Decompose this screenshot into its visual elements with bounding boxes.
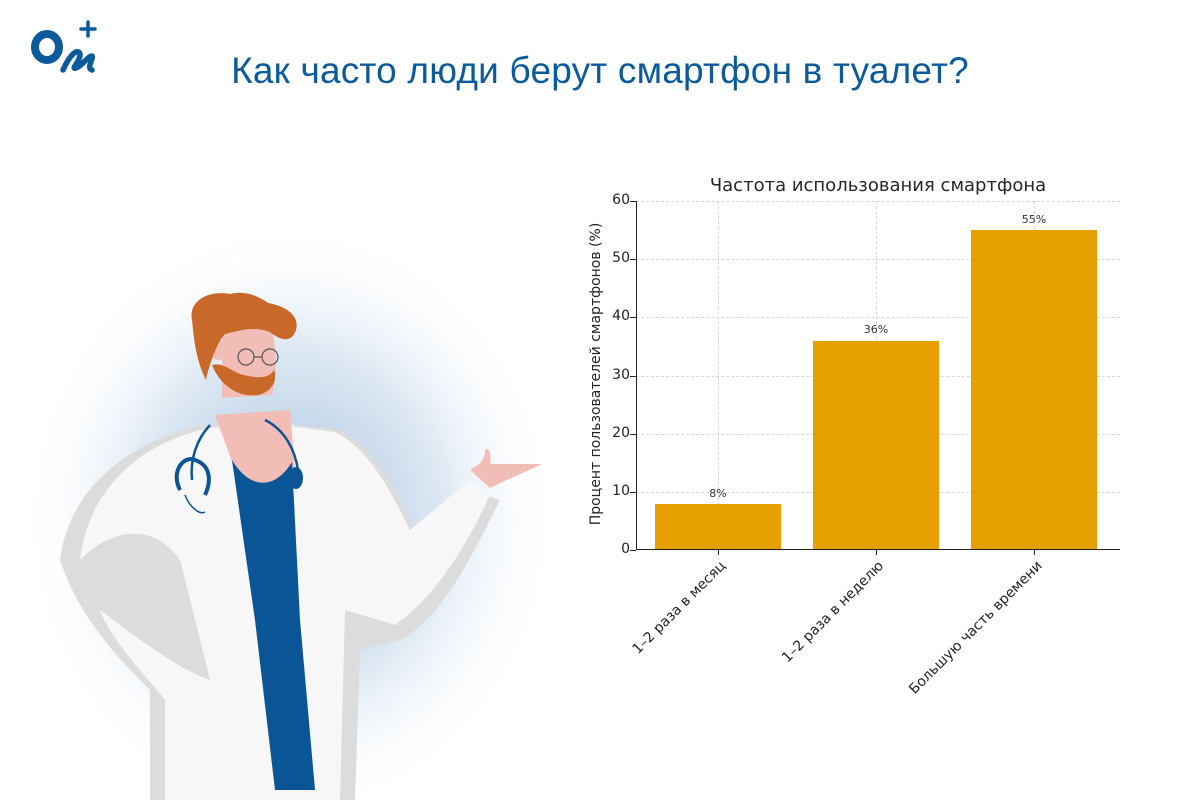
- bar-value-label: 55%: [1021, 213, 1047, 226]
- bar-monthly: [655, 503, 781, 550]
- gridline: [718, 201, 719, 550]
- y-tick: [630, 550, 636, 551]
- y-tick-label: 60: [612, 192, 630, 208]
- y-tick-label: 40: [612, 308, 630, 324]
- doctor-illustration: [0, 220, 560, 804]
- gridline: [636, 259, 1120, 260]
- gridline: [636, 317, 1120, 318]
- y-tick: [630, 201, 636, 202]
- page-title: Как часто люди берут смартфон в туалет?: [231, 50, 969, 91]
- x-axis: [636, 549, 1120, 550]
- y-tick: [630, 376, 636, 377]
- y-tick: [630, 492, 636, 493]
- bar-value-label: 36%: [863, 323, 889, 336]
- y-tick-label: 0: [621, 541, 630, 557]
- bar-most-time: [971, 230, 1097, 550]
- bar-value-label: 8%: [709, 487, 727, 500]
- x-tick-label: 1–2 раза в месяц: [629, 558, 730, 658]
- bar-weekly: [813, 340, 939, 550]
- gridline: [636, 201, 1120, 202]
- y-tick-label: 30: [612, 367, 630, 383]
- x-tick: [876, 550, 877, 555]
- y-tick: [630, 259, 636, 260]
- y-tick-label: 20: [612, 425, 630, 441]
- chart-title: Частота использования смартфона: [709, 175, 1047, 196]
- x-tick-label: 1–2 раза в неделю: [779, 558, 888, 666]
- x-tick-label: Большую часть времени: [905, 558, 1046, 698]
- y-tick: [630, 317, 636, 318]
- x-tick: [1034, 550, 1035, 555]
- y-tick: [630, 434, 636, 435]
- brand-logo: [30, 18, 102, 80]
- y-tick-label: 10: [612, 483, 630, 499]
- plot-area: 8% 36% 55% 60 50 40 30 20 10 0: [612, 192, 1120, 557]
- x-tick: [718, 550, 719, 555]
- y-tick-label: 50: [612, 250, 630, 266]
- y-axis: [636, 201, 637, 550]
